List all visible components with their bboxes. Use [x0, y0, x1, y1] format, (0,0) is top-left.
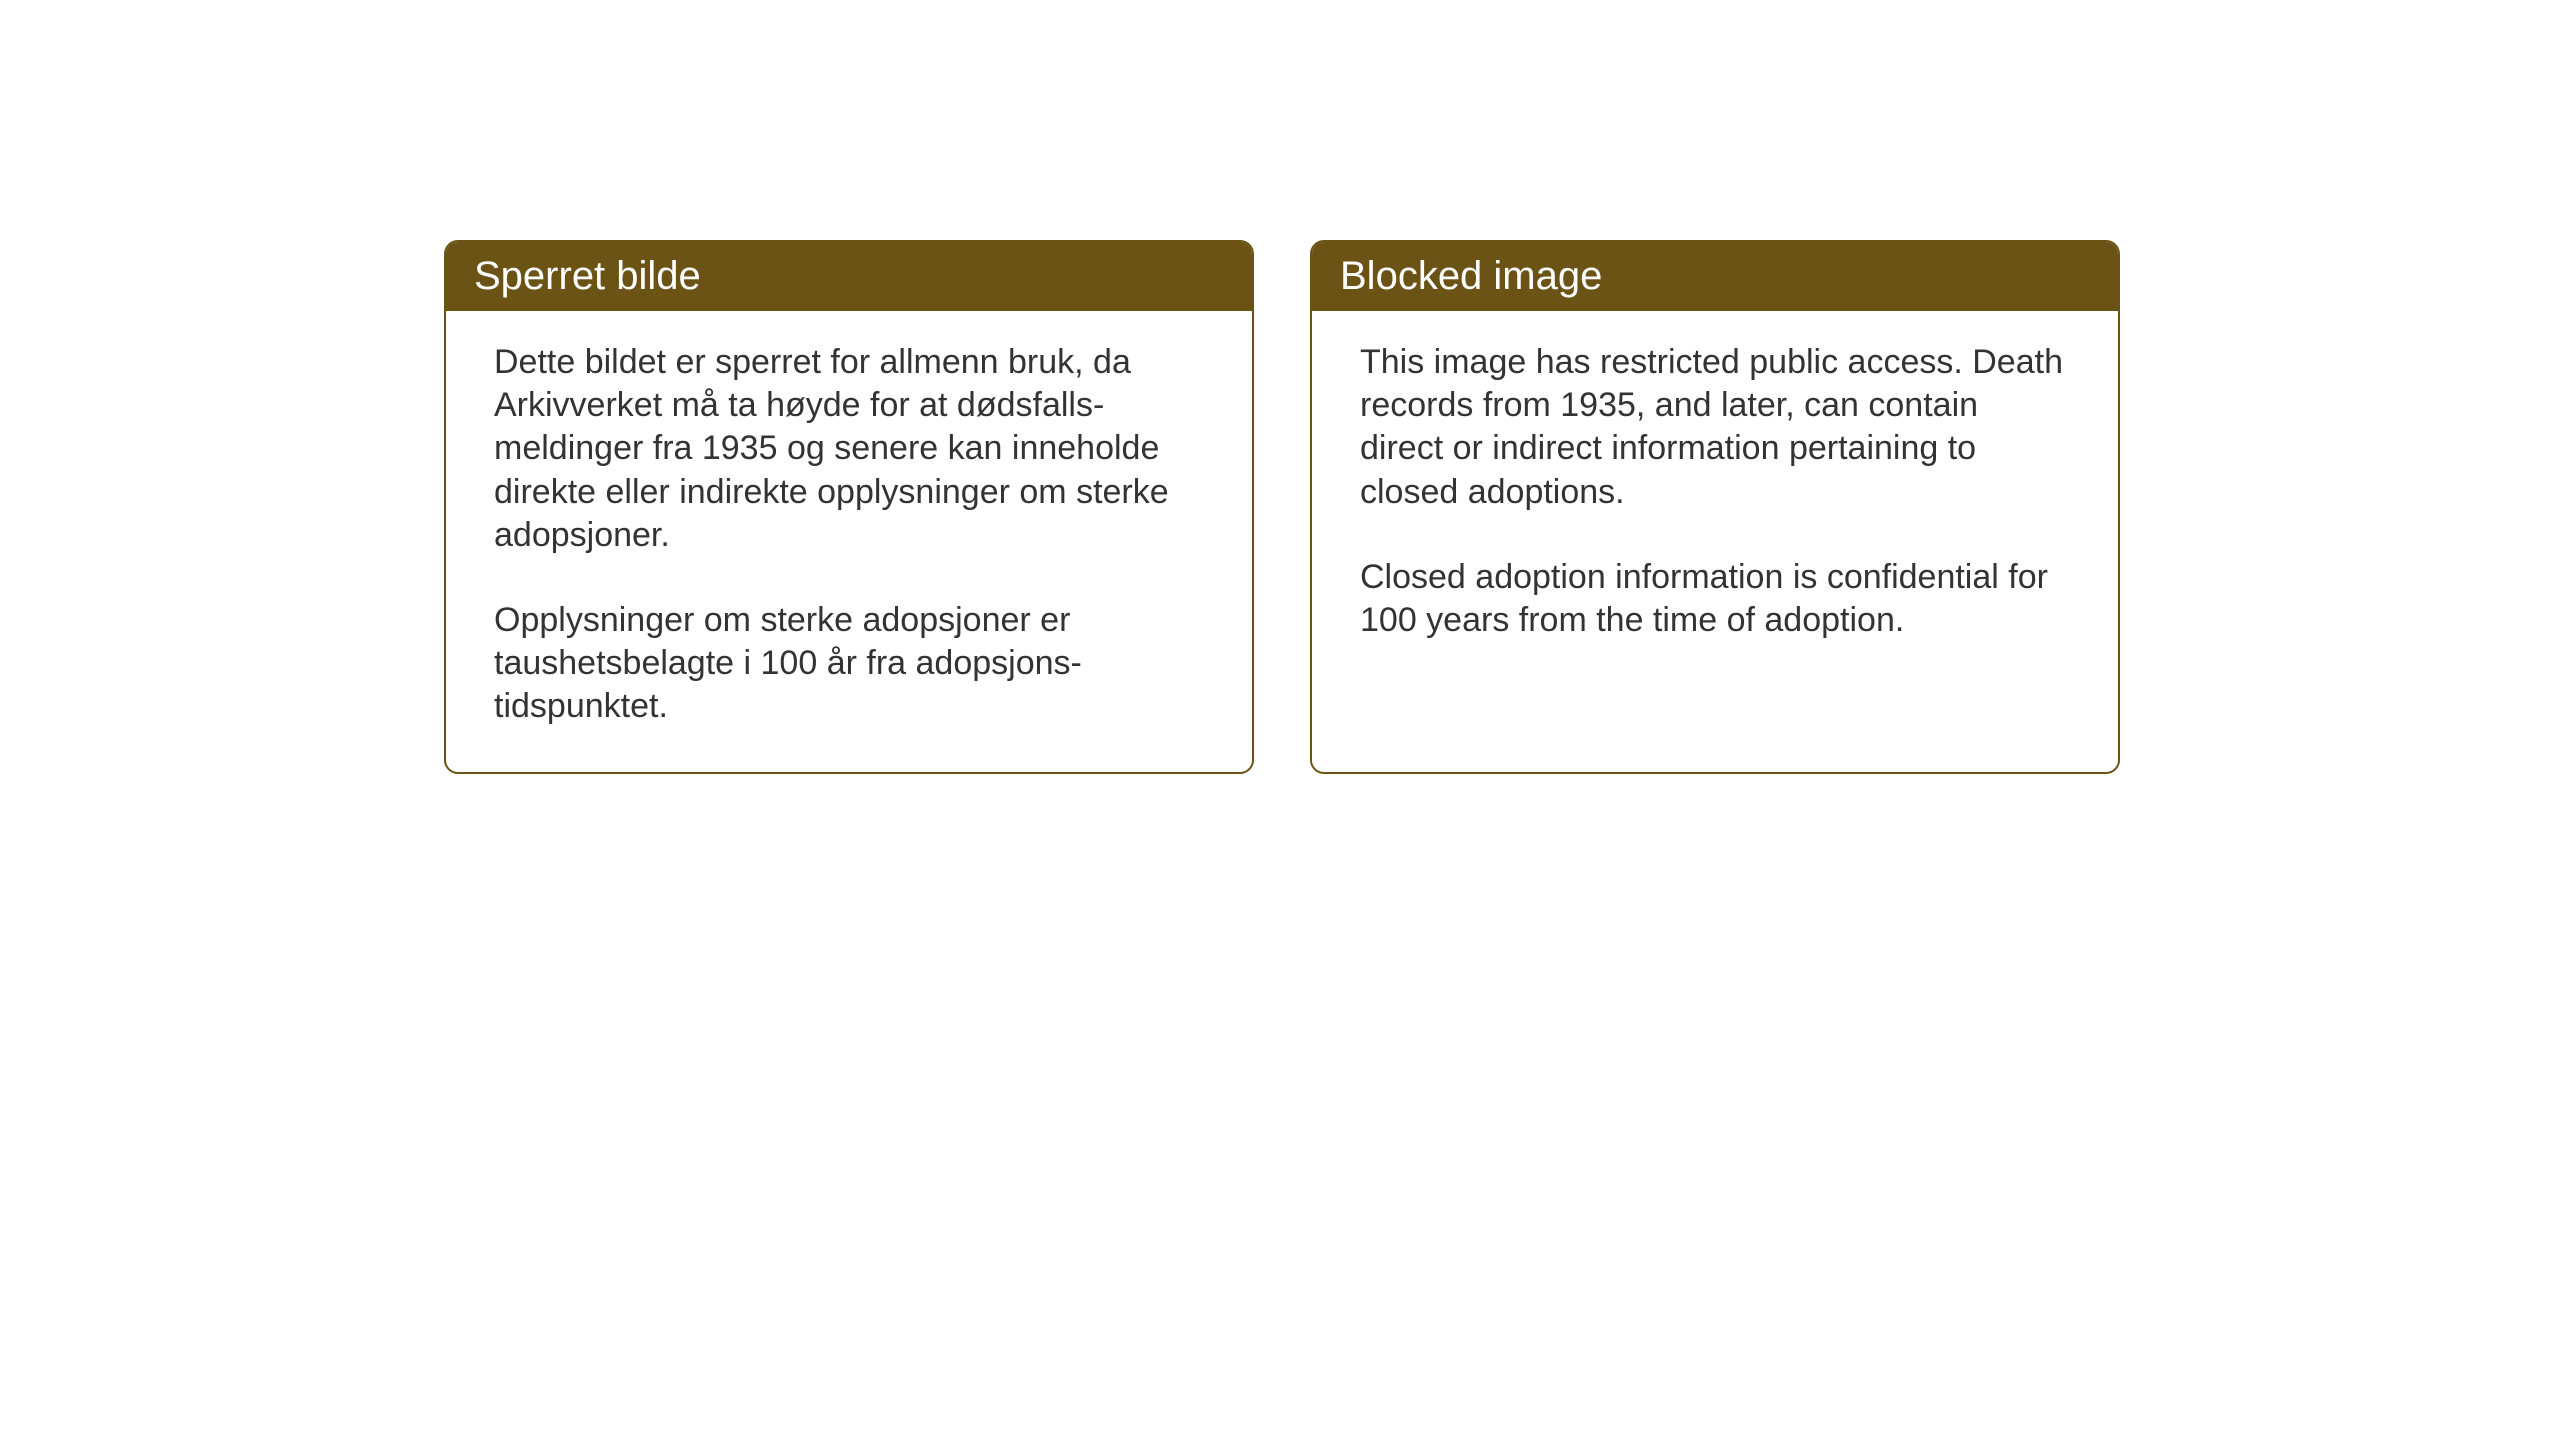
card-paragraph: Dette bildet er sperret for allmenn bruk…: [494, 341, 1204, 557]
blocked-notice-norwegian: Sperret bilde Dette bildet er sperret fo…: [444, 240, 1254, 774]
card-title: Sperret bilde: [474, 254, 701, 298]
card-title: Blocked image: [1340, 254, 1602, 298]
card-body-norwegian: Dette bildet er sperret for allmenn bruk…: [446, 311, 1252, 772]
card-paragraph: This image has restricted public access.…: [1360, 341, 2070, 514]
card-paragraph: Opplysninger om sterke adopsjoner er tau…: [494, 599, 1204, 729]
card-header-norwegian: Sperret bilde: [446, 242, 1252, 311]
card-header-english: Blocked image: [1312, 242, 2118, 311]
card-body-english: This image has restricted public access.…: [1312, 311, 2118, 686]
card-paragraph: Closed adoption information is confident…: [1360, 556, 2070, 642]
notice-container: Sperret bilde Dette bildet er sperret fo…: [444, 240, 2120, 774]
blocked-notice-english: Blocked image This image has restricted …: [1310, 240, 2120, 774]
